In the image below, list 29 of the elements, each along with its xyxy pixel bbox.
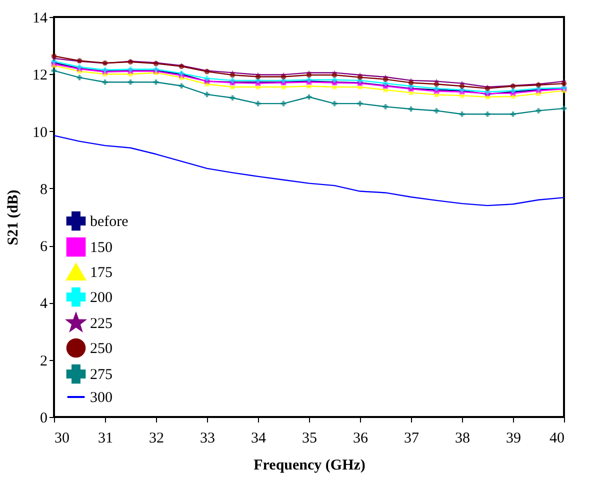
y-tick-label: 6 [40,239,48,256]
x-tick-label: 38 [455,430,470,446]
legend-label: 150 [90,240,112,256]
legend-label: 200 [90,290,112,306]
y-tick-label: 14 [32,10,48,26]
legend-label: 300 [90,390,112,406]
x-tick-label: 37 [404,430,420,446]
y-tick-label: 10 [32,124,48,141]
legend-label: 175 [90,265,112,281]
x-tick-label: 33 [200,430,215,446]
x-tick-label: 35 [302,430,317,446]
y-tick-label: 2 [40,353,48,370]
y-tick-label: 4 [40,296,48,312]
y-axis-title: S21 (dB) [6,190,22,246]
x-axis-title: Frequency (GHz) [254,458,366,474]
x-tick-label: 30 [54,430,70,446]
x-tick-label: 40 [550,430,564,446]
y-tick-label: 0 [40,410,48,426]
x-tick-label: 36 [353,430,368,446]
y-tick-label: 8 [40,182,48,198]
x-tick-label: 32 [149,430,164,446]
x-tick-label: 39 [506,430,521,446]
legend-label: 250 [90,341,112,357]
legend-label: before [90,214,129,230]
legend-label: 275 [90,367,112,383]
legend-label: 225 [90,316,112,332]
x-tick-label: 31 [98,430,113,446]
x-tick-label: 34 [251,430,266,446]
y-tick-label: 12 [32,68,48,84]
